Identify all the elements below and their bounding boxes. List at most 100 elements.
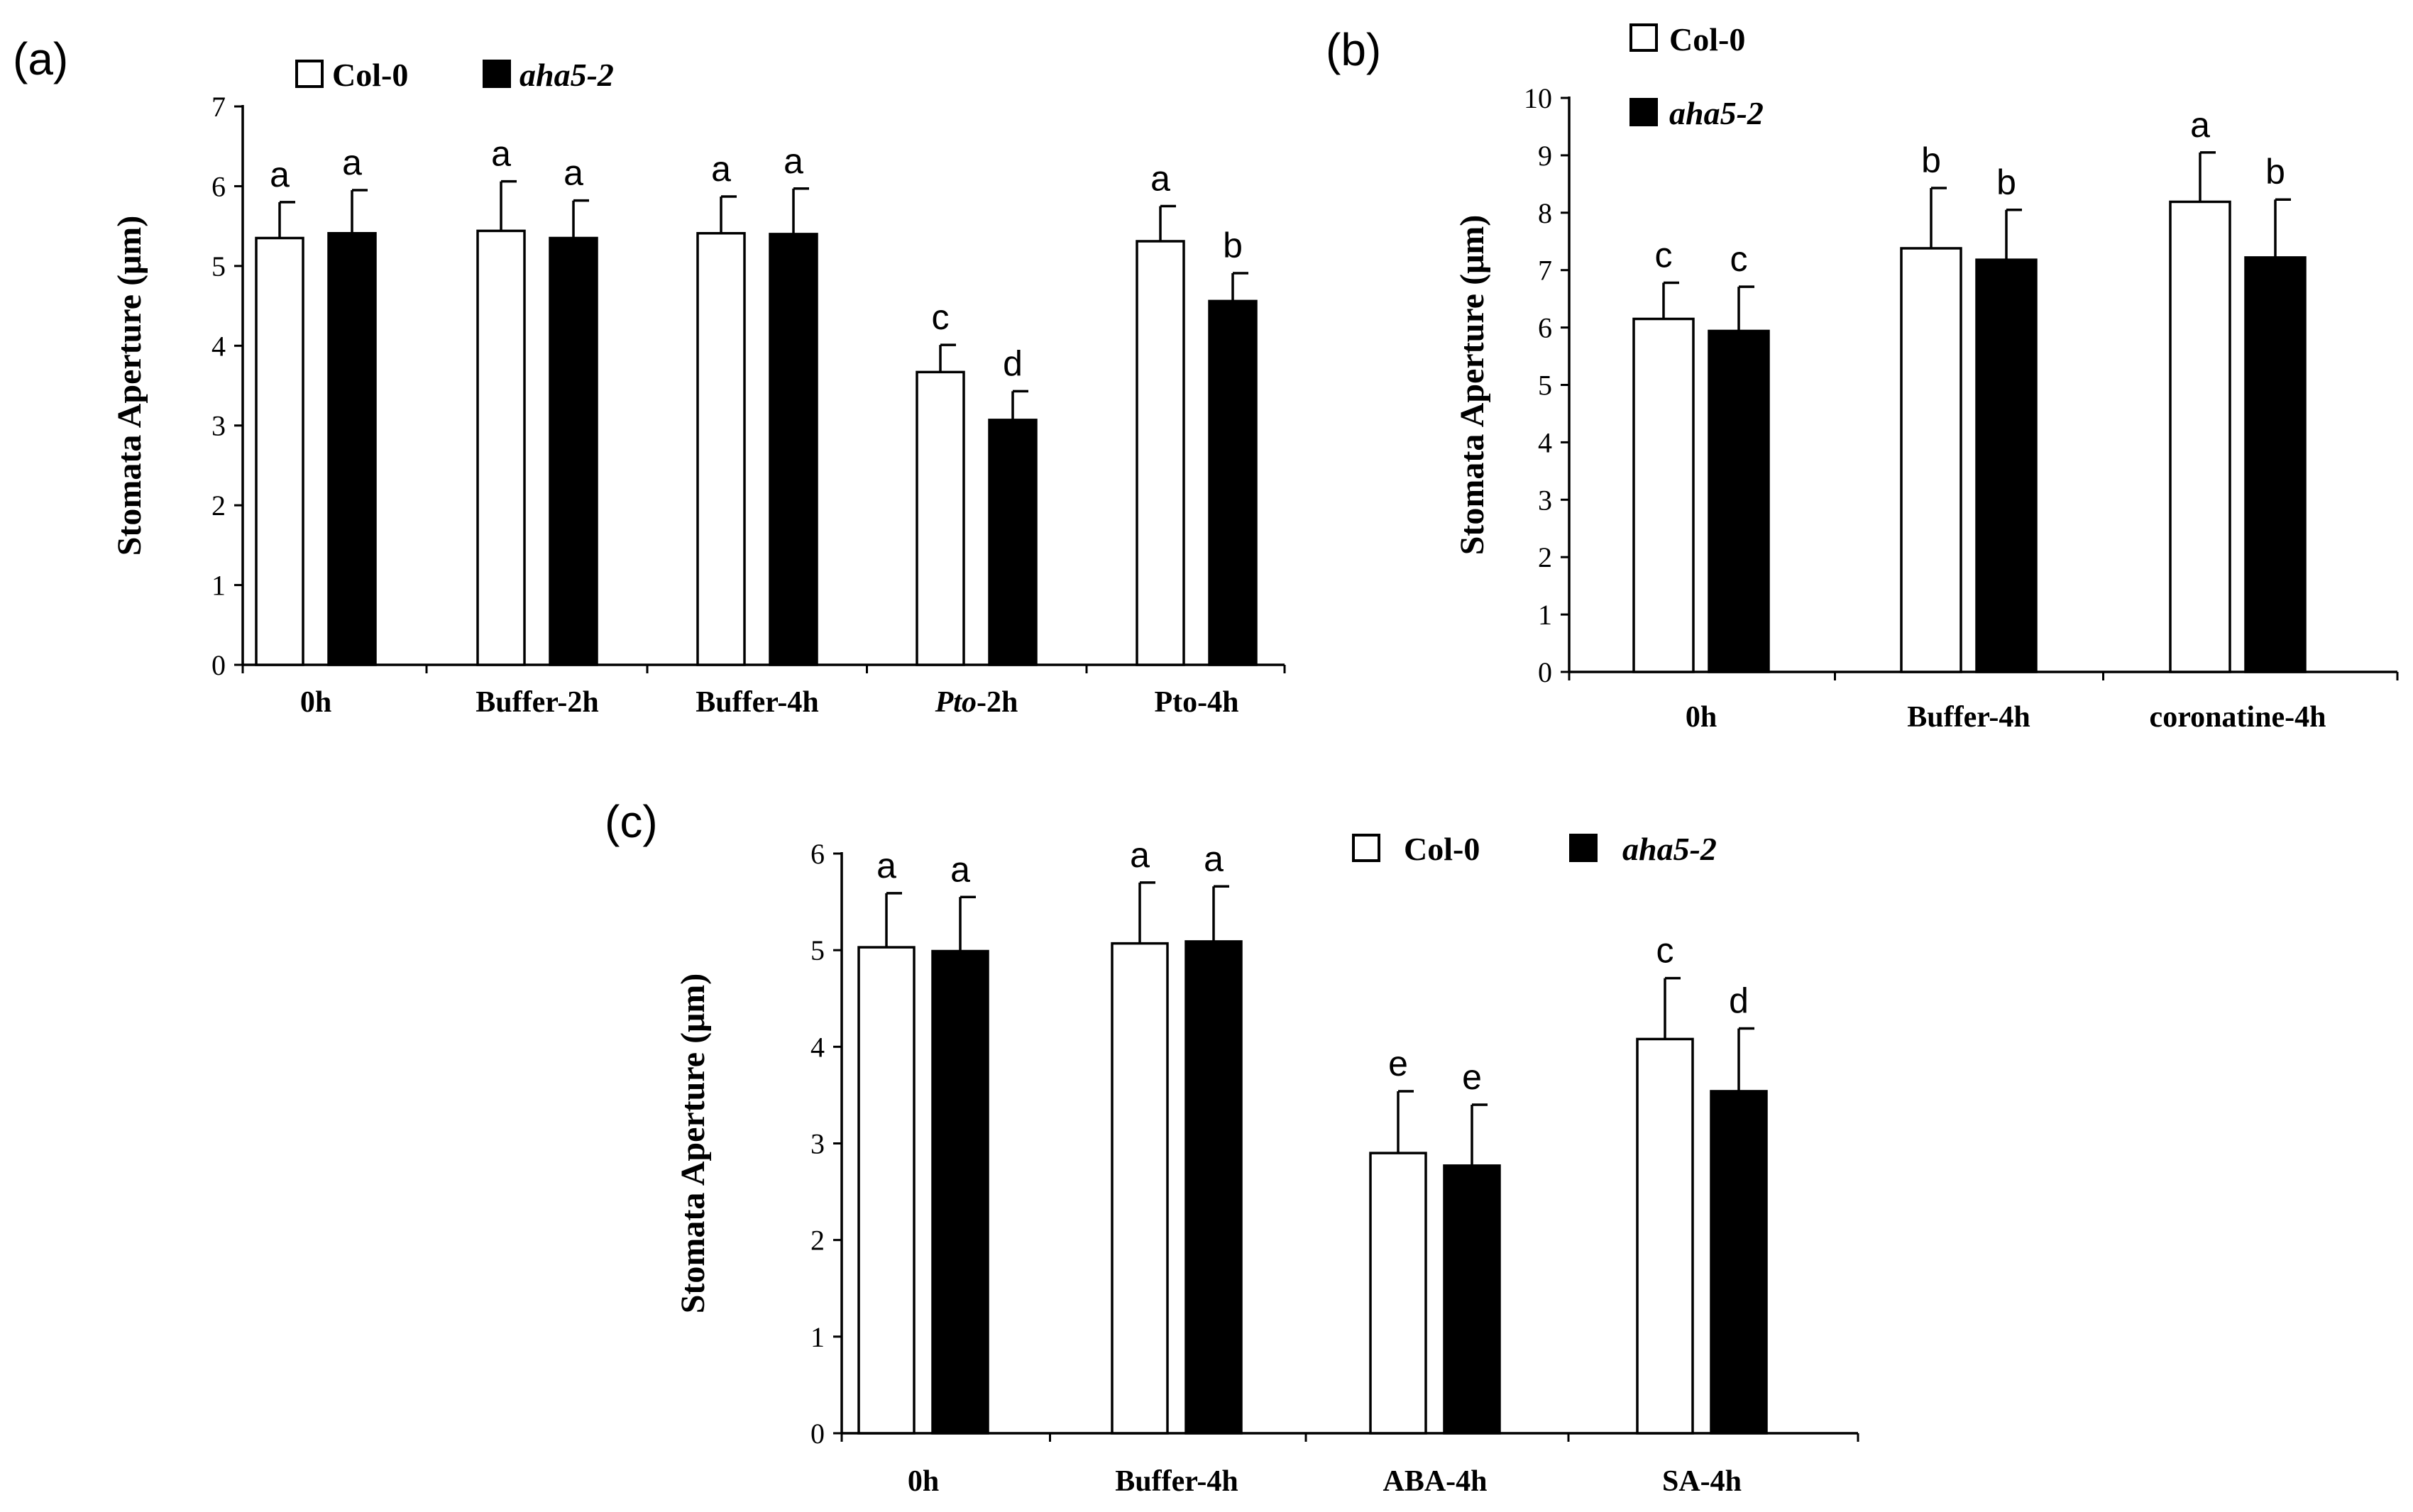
y-axis-title: Stomata Aperture (μm) xyxy=(1453,215,1491,556)
bar-col0 xyxy=(1900,247,1962,673)
significance-letter: a xyxy=(950,849,970,889)
y-tick-label: 3 xyxy=(211,410,226,442)
bar-aha5-2 xyxy=(549,236,598,666)
chart-panel-2: (c) Stomata Aperture (μm) 0 1 2 3 4 5 6 0h Buffer-… xyxy=(605,796,1859,1498)
bar-col0 xyxy=(1632,317,1695,673)
bar-col0 xyxy=(1111,942,1169,1435)
bar-aha5-2 xyxy=(931,949,989,1435)
significance-letter: a xyxy=(342,143,362,182)
legend-swatch-col0 xyxy=(1629,23,1658,52)
y-tick-label: 4 xyxy=(1538,426,1552,458)
legend-swatch-aha5-2 xyxy=(1629,98,1658,126)
y-tick-label: 6 xyxy=(211,170,226,202)
y-tick-label: 0 xyxy=(211,649,226,681)
legend-label-aha5-2: aha5-2 xyxy=(1669,95,1764,131)
significance-letter: e xyxy=(1462,1057,1482,1097)
bar-aha5-2 xyxy=(1184,940,1243,1435)
y-tick-label: 9 xyxy=(1538,140,1552,172)
category-label: SA-4h xyxy=(1662,1465,1742,1498)
category-label-italic: Pto xyxy=(935,686,977,719)
significance-letter: a xyxy=(564,153,583,193)
y-tick-label: 10 xyxy=(1524,82,1552,114)
legend-label-aha5-2: aha5-2 xyxy=(1622,831,1717,867)
bar-aha5-2 xyxy=(988,419,1038,666)
significance-letter: d xyxy=(1729,981,1749,1020)
bar-col0 xyxy=(857,946,916,1435)
significance-letter: a xyxy=(1130,835,1150,875)
chart-panel-0: (a) Stomata Aperture (μm) 0 1 2 3 4 5 6 7 0h Buffer… xyxy=(13,33,1286,719)
y-tick-label: 0 xyxy=(810,1418,825,1450)
y-tick-label: 2 xyxy=(1538,541,1552,573)
significance-letter: a xyxy=(2190,105,2210,145)
y-tick-label: 2 xyxy=(810,1225,825,1257)
y-tick-label: 0 xyxy=(1538,656,1552,688)
bar-aha5-2 xyxy=(2244,256,2307,673)
legend-label-col0: Col-0 xyxy=(1404,831,1480,867)
y-tick-label: 3 xyxy=(810,1128,825,1160)
y-tick-label: 1 xyxy=(211,570,226,602)
chart-panel-1: (b) Stomata Aperture (μm) 0 1 2 3 4 5 6 7 8 9 10 0h Bu… xyxy=(1326,21,2399,734)
category-label: 0h xyxy=(908,1465,939,1498)
y-axis-title: Stomata Aperture (μm) xyxy=(111,216,148,556)
significance-letter: b xyxy=(1921,140,1941,180)
y-tick-label: 4 xyxy=(810,1031,825,1063)
category-label: ABA-4h xyxy=(1383,1465,1487,1498)
y-tick-label: 8 xyxy=(1538,197,1552,229)
significance-letter: a xyxy=(1204,839,1224,878)
category-label: Buffer-2h xyxy=(476,686,598,719)
category-label: Pto-4h xyxy=(1155,686,1239,719)
category-label: coronatine-4h xyxy=(2150,701,2326,734)
y-tick-label: 5 xyxy=(211,250,226,282)
y-tick-label: 7 xyxy=(1538,255,1552,287)
category-label-rest: -2h xyxy=(977,686,1018,719)
bar-aha5-2 xyxy=(1975,258,2038,673)
bar-aha5-2 xyxy=(1208,299,1258,666)
y-tick-label: 5 xyxy=(1538,370,1552,402)
significance-letter: a xyxy=(711,149,731,189)
significance-letter: e xyxy=(1388,1044,1408,1083)
y-tick-label: 7 xyxy=(211,91,226,123)
bar-aha5-2 xyxy=(1443,1164,1501,1435)
legend-label-aha5-2: aha5-2 xyxy=(520,57,614,93)
category-label: Buffer-4h xyxy=(1907,701,2030,734)
significance-letter: c xyxy=(932,297,950,337)
significance-letter: b xyxy=(1223,226,1243,265)
category-label: Buffer-4h xyxy=(696,686,818,719)
legend-swatch-col0 xyxy=(295,60,324,88)
y-tick-label: 4 xyxy=(211,330,226,362)
category-label: 0h xyxy=(300,686,331,719)
significance-letter: a xyxy=(876,846,896,885)
bar-col0 xyxy=(696,232,746,666)
y-tick-label: 6 xyxy=(1538,312,1552,344)
y-tick-label: 6 xyxy=(810,838,825,870)
significance-letter: d xyxy=(1003,343,1023,383)
significance-letter: c xyxy=(1656,931,1674,971)
bar-col0 xyxy=(1136,240,1185,666)
y-axis-title: Stomata Aperture (μm) xyxy=(674,973,712,1314)
bar-col0 xyxy=(1369,1152,1427,1435)
bar-aha5-2 xyxy=(769,233,818,666)
legend-swatch-aha5-2 xyxy=(1569,834,1598,862)
significance-letter: b xyxy=(1996,162,2016,202)
significance-letter: a xyxy=(1150,159,1170,199)
bar-col0 xyxy=(476,229,526,666)
bar-col0 xyxy=(916,370,965,666)
significance-letter: a xyxy=(491,134,511,174)
category-label: Buffer-4h xyxy=(1115,1465,1238,1498)
bar-aha5-2 xyxy=(1710,1090,1768,1435)
legend-label-col0: Col-0 xyxy=(1669,21,1745,57)
significance-letter: c xyxy=(1655,235,1673,275)
bar-aha5-2 xyxy=(327,232,377,666)
panel-label: (c) xyxy=(605,796,658,847)
bar-col0 xyxy=(255,236,304,666)
significance-letter: c xyxy=(1730,239,1748,279)
y-tick-label: 1 xyxy=(810,1321,825,1353)
significance-letter: b xyxy=(2265,152,2285,192)
significance-letter: a xyxy=(784,141,803,181)
legend-swatch-aha5-2 xyxy=(483,60,511,88)
category-label: Pto-2h xyxy=(935,686,1018,719)
y-tick-label: 1 xyxy=(1538,599,1552,631)
panel-label: (b) xyxy=(1326,24,1381,75)
significance-letter: a xyxy=(270,155,290,194)
